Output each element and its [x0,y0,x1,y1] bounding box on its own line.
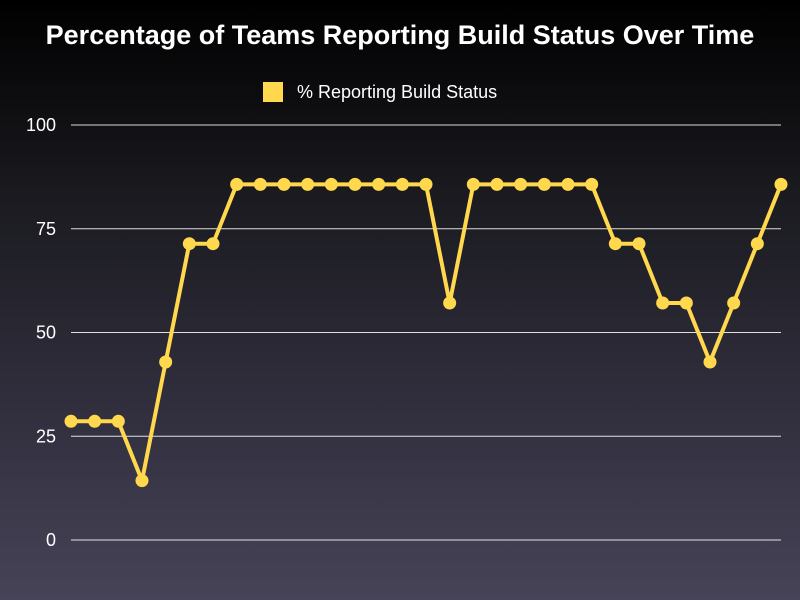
data-point[interactable] [561,177,575,191]
y-tick-label: 50 [36,323,56,343]
data-point[interactable] [395,177,409,191]
y-tick-label: 100 [26,115,56,135]
data-point[interactable] [419,177,433,191]
data-point[interactable] [656,296,670,310]
grid-layer [71,124,781,541]
data-point[interactable] [750,237,764,251]
y-tick-label: 0 [46,530,56,550]
data-point[interactable] [490,177,504,191]
y-tick-label: 75 [36,219,56,239]
legend-swatch [263,82,283,102]
data-point[interactable] [443,296,457,310]
data-point[interactable] [230,177,244,191]
data-point[interactable] [88,414,102,428]
data-point[interactable] [182,237,196,251]
y-tick-labels: 0 25 50 75 100 [26,115,56,550]
data-point[interactable] [372,177,386,191]
data-point[interactable] [159,355,173,369]
data-point[interactable] [774,177,788,191]
data-point[interactable] [703,355,717,369]
data-point[interactable] [324,177,338,191]
data-point[interactable] [64,414,78,428]
chart-title: Percentage of Teams Reporting Build Stat… [45,20,755,50]
series-layer [64,177,788,488]
data-point[interactable] [277,177,291,191]
data-point[interactable] [608,237,622,251]
y-tick-label: 25 [36,426,56,446]
data-point[interactable] [348,177,362,191]
data-point[interactable] [135,474,149,488]
legend-label: % Reporting Build Status [297,81,498,102]
data-point[interactable] [301,177,315,191]
data-point[interactable] [253,177,267,191]
legend[interactable]: % Reporting Build Status [263,81,497,103]
data-point[interactable] [585,177,599,191]
data-point[interactable] [727,296,741,310]
data-point[interactable] [632,237,646,251]
data-point[interactable] [537,177,551,191]
data-point[interactable] [111,414,125,428]
data-point[interactable] [679,296,693,310]
data-point[interactable] [466,177,480,191]
data-point[interactable] [514,177,528,191]
data-point[interactable] [206,237,220,251]
